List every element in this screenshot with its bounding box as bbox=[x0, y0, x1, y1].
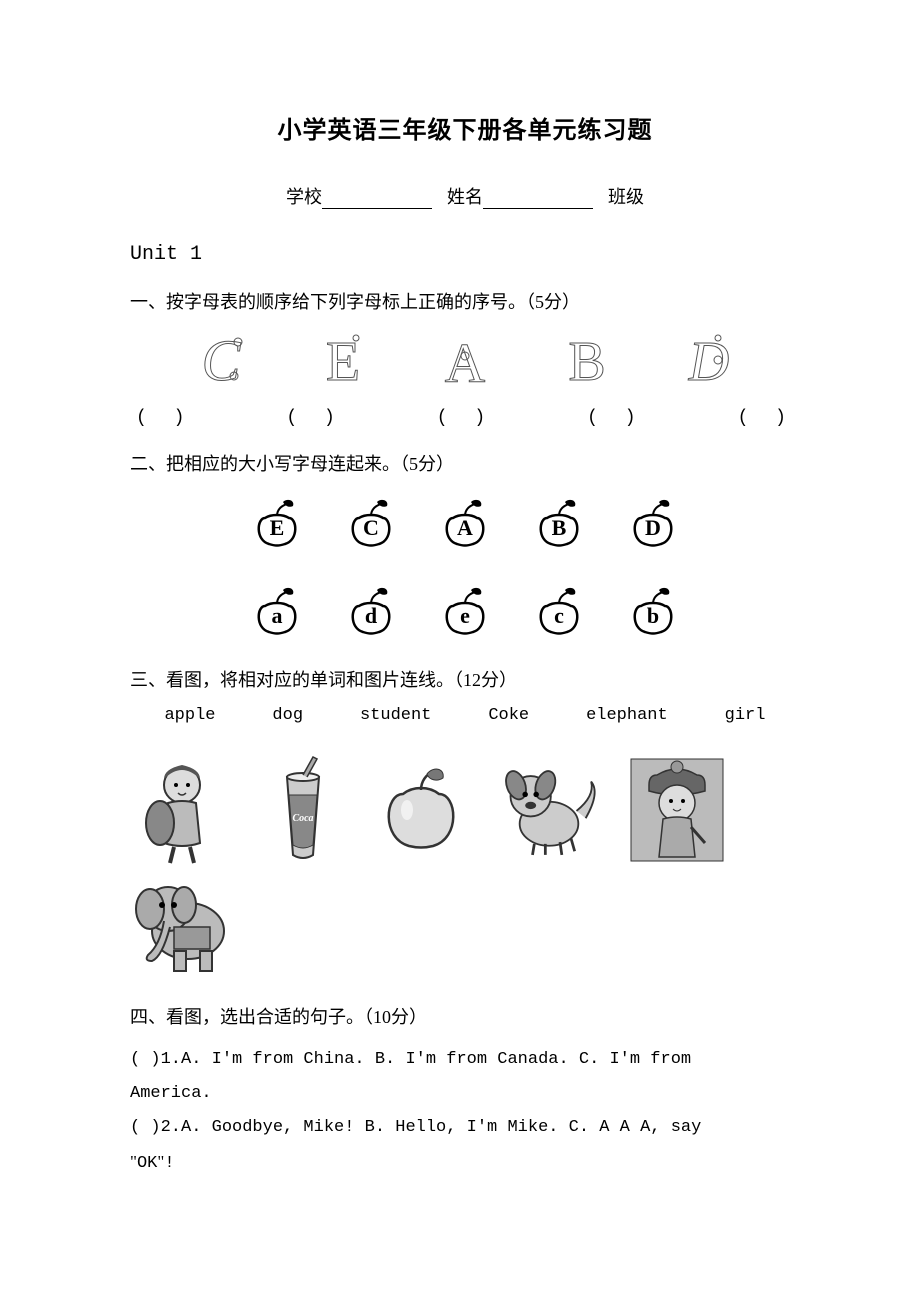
svg-text:D: D bbox=[688, 331, 729, 393]
apple-letter: C bbox=[363, 515, 379, 541]
question-1-line-2: America. bbox=[130, 1077, 800, 1111]
lower-apples-row: a d e c b bbox=[130, 578, 800, 638]
apple-upper-E: E bbox=[247, 490, 307, 550]
svg-text:C: C bbox=[202, 328, 242, 393]
section-3-heading: 三、看图，将相对应的单词和图片连线。（12分） bbox=[130, 666, 800, 692]
apple-lower-c: c bbox=[529, 578, 589, 638]
name-label: 姓名 bbox=[447, 187, 483, 207]
apple-letter: c bbox=[554, 603, 564, 629]
pictures-row-1: Coca bbox=[130, 755, 800, 865]
apple-picture bbox=[366, 755, 476, 865]
name-blank[interactable] bbox=[483, 190, 593, 209]
upper-apples-row: E C A B D bbox=[130, 490, 800, 550]
unit-label: Unit 1 bbox=[130, 243, 800, 266]
letter-c: C bbox=[186, 328, 256, 404]
word-student: student bbox=[360, 706, 431, 725]
svg-text:Coca: Coca bbox=[292, 813, 313, 824]
apple-letter: D bbox=[645, 515, 661, 541]
paren-4[interactable]: ( ) bbox=[587, 408, 643, 428]
vocab-words-row: apple dog student Coke elephant girl bbox=[130, 706, 800, 725]
apple-letter: A bbox=[457, 515, 473, 541]
apple-upper-D: D bbox=[623, 490, 683, 550]
elephant-picture bbox=[130, 871, 240, 981]
letter-a: A bbox=[430, 328, 500, 404]
paren-1[interactable]: ( ) bbox=[136, 408, 192, 428]
answer-parens-row: ( ) ( ) ( ) ( ) ( ) bbox=[130, 404, 800, 428]
apple-letter: B bbox=[552, 515, 567, 541]
apple-lower-e: e bbox=[435, 578, 495, 638]
letter-e: E bbox=[308, 328, 378, 404]
svg-text:A: A bbox=[445, 333, 486, 394]
girl-picture bbox=[622, 755, 732, 865]
paren-5[interactable]: ( ) bbox=[738, 408, 794, 428]
apple-letter: a bbox=[272, 603, 283, 629]
question-2-line-1: ( )2.A. Goodbye, Mike! B. Hello, I'm Mik… bbox=[130, 1111, 800, 1145]
letter-d: D bbox=[674, 328, 744, 404]
question-2-line-2: "OK"! bbox=[130, 1145, 800, 1181]
coke-picture: Coca bbox=[258, 755, 348, 865]
section-1-heading: 一、按字母表的顺序给下列字母标上正确的序号。（5分） bbox=[130, 288, 800, 314]
class-label: 班级 bbox=[608, 187, 644, 207]
word-dog: dog bbox=[272, 706, 303, 725]
student-info-line: 学校 姓名 班级 bbox=[130, 183, 800, 209]
apple-letter: e bbox=[460, 603, 470, 629]
page-title: 小学英语三年级下册各单元练习题 bbox=[130, 110, 800, 145]
word-girl: girl bbox=[725, 706, 766, 725]
school-blank[interactable] bbox=[322, 190, 432, 209]
dog-picture bbox=[494, 755, 604, 865]
section-2-heading: 二、把相应的大小写字母连起来。（5分） bbox=[130, 450, 800, 476]
section-4-heading: 四、看图，选出合适的句子。（10分） bbox=[130, 1003, 800, 1029]
question-1-line-1: ( )1.A. I'm from China. B. I'm from Cana… bbox=[130, 1043, 800, 1077]
apple-upper-C: C bbox=[341, 490, 401, 550]
apple-upper-A: A bbox=[435, 490, 495, 550]
apple-upper-B: B bbox=[529, 490, 589, 550]
svg-text:B: B bbox=[568, 331, 605, 393]
letter-b: B bbox=[552, 328, 622, 404]
paren-3[interactable]: ( ) bbox=[437, 408, 493, 428]
apple-letter: E bbox=[270, 515, 285, 541]
apple-lower-a: a bbox=[247, 578, 307, 638]
decorative-letters-row: C E A B D bbox=[130, 328, 800, 404]
school-label: 学校 bbox=[286, 187, 322, 207]
pictures-row-2 bbox=[130, 871, 800, 981]
student-picture bbox=[130, 755, 240, 865]
worksheet-page: 小学英语三年级下册各单元练习题 学校 姓名 班级 Unit 1 一、按字母表的顺… bbox=[0, 0, 920, 1302]
apple-lower-b: b bbox=[623, 578, 683, 638]
apple-lower-d: d bbox=[341, 578, 401, 638]
word-coke: Coke bbox=[488, 706, 529, 725]
paren-2[interactable]: ( ) bbox=[286, 408, 342, 428]
apple-letter: b bbox=[647, 603, 659, 629]
word-elephant: elephant bbox=[586, 706, 668, 725]
apple-letter: d bbox=[365, 603, 377, 629]
word-apple: apple bbox=[164, 706, 215, 725]
